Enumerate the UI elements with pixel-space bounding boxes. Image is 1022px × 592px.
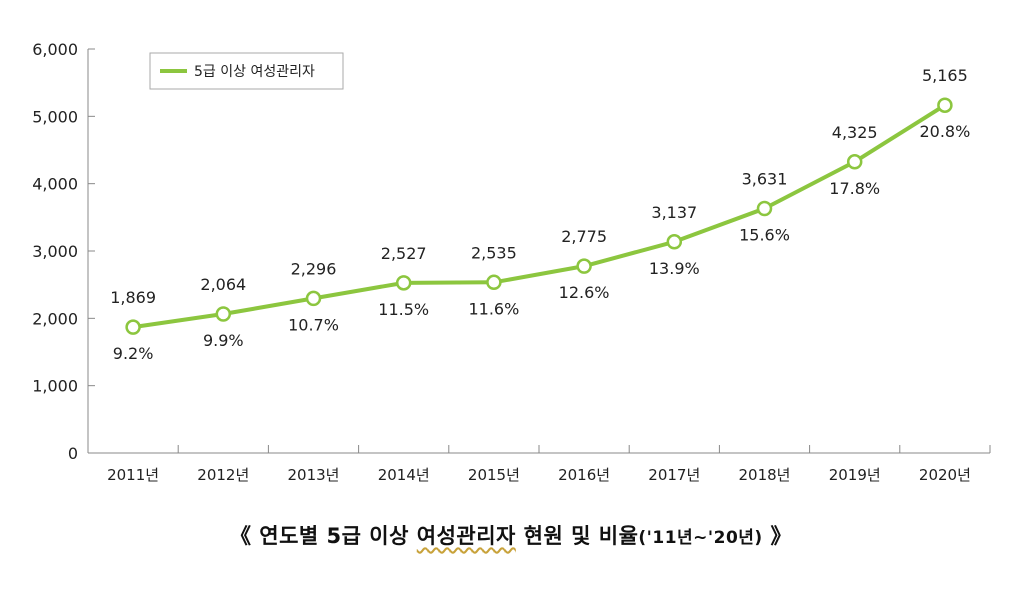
x-tick-label: 2020년: [919, 466, 971, 484]
data-point: [666, 234, 683, 250]
data-value-label: 2,296: [291, 259, 337, 278]
series-line: [132, 103, 946, 330]
x-axis: 2011년 2012년 2013년 2014년 2015년 2016년 2017년 2018년…: [87, 445, 991, 484]
data-value-label: 4,325: [832, 123, 878, 142]
data-points: [125, 97, 953, 335]
chart-caption: 《 연도별 5급 이상 여성관리자 현원 및 비율('11년~'20년) 》: [0, 520, 1022, 550]
data-ratio-label: 12.6%: [559, 283, 610, 302]
data-value-label: 5,165: [922, 66, 968, 85]
data-ratio-label: 15.6%: [739, 226, 790, 245]
y-tick-label: 6,000: [32, 40, 78, 59]
legend: 5급 이상 여성관리자: [149, 52, 344, 90]
data-value-label: 1,869: [110, 288, 156, 307]
x-tick-label: 2014년: [378, 466, 430, 484]
caption-underlined: 여성관리자: [416, 524, 516, 548]
y-tick-label: 1,000: [32, 377, 78, 396]
data-point: [576, 258, 592, 274]
data-point: [305, 290, 322, 307]
x-tick-label: 2015년: [468, 466, 520, 484]
caption-open-bracket: 《: [229, 524, 252, 548]
data-ratio-label: 10.7%: [288, 315, 339, 334]
data-value-label: 2,775: [561, 227, 607, 246]
data-labels: 1,869 9.2% 2,064 9.9% 2,296 10.7% 2,527 11.5% 2,…: [110, 66, 970, 363]
data-value-label: 3,137: [651, 203, 697, 222]
series-line-group: [132, 103, 946, 330]
data-ratio-label: 9.2%: [113, 344, 154, 363]
data-ratio-label: 11.5%: [378, 300, 429, 319]
caption-suffix: 현원 및 비율: [515, 524, 639, 548]
x-tick-label: 2011년: [107, 466, 159, 484]
y-tick-label: 2,000: [32, 309, 78, 328]
y-tick-label: 5,000: [32, 107, 78, 126]
legend-label: 5급 이상 여성관리자: [194, 64, 315, 80]
y-tick-label: 0: [68, 444, 78, 463]
data-value-label: 3,631: [742, 170, 788, 189]
y-axis: 0 1,000 2,000 3,000 4,000 5,000 6,000: [32, 40, 95, 463]
data-ratio-label: 17.8%: [829, 179, 880, 198]
data-value-label: 2,064: [200, 275, 246, 294]
data-ratio-label: 13.9%: [649, 259, 700, 278]
y-tick-label: 3,000: [32, 242, 78, 261]
x-tick-label: 2016년: [558, 466, 610, 484]
data-ratio-label: 20.8%: [919, 122, 970, 141]
caption-prefix: 연도별 5급 이상: [259, 524, 417, 548]
data-value-label: 2,527: [381, 244, 427, 263]
data-point: [395, 275, 412, 291]
caption-close-bracket: 》: [770, 524, 793, 548]
data-point: [846, 154, 863, 170]
data-point: [486, 274, 502, 291]
data-point: [215, 306, 232, 322]
x-tick-label: 2019년: [829, 466, 881, 484]
data-point: [125, 319, 141, 335]
data-ratio-label: 11.6%: [468, 299, 519, 318]
x-tick-label: 2018년: [739, 466, 791, 484]
data-ratio-label: 9.9%: [203, 331, 244, 350]
data-value-label: 2,535: [471, 243, 517, 262]
data-point: [756, 200, 773, 217]
x-tick-label: 2012년: [197, 466, 249, 484]
caption-period: ('11년~'20년): [638, 528, 763, 548]
x-tick-label: 2017년: [648, 466, 700, 484]
x-tick-label: 2013년: [288, 466, 340, 484]
data-point: [937, 97, 953, 113]
y-tick-label: 4,000: [32, 175, 78, 194]
